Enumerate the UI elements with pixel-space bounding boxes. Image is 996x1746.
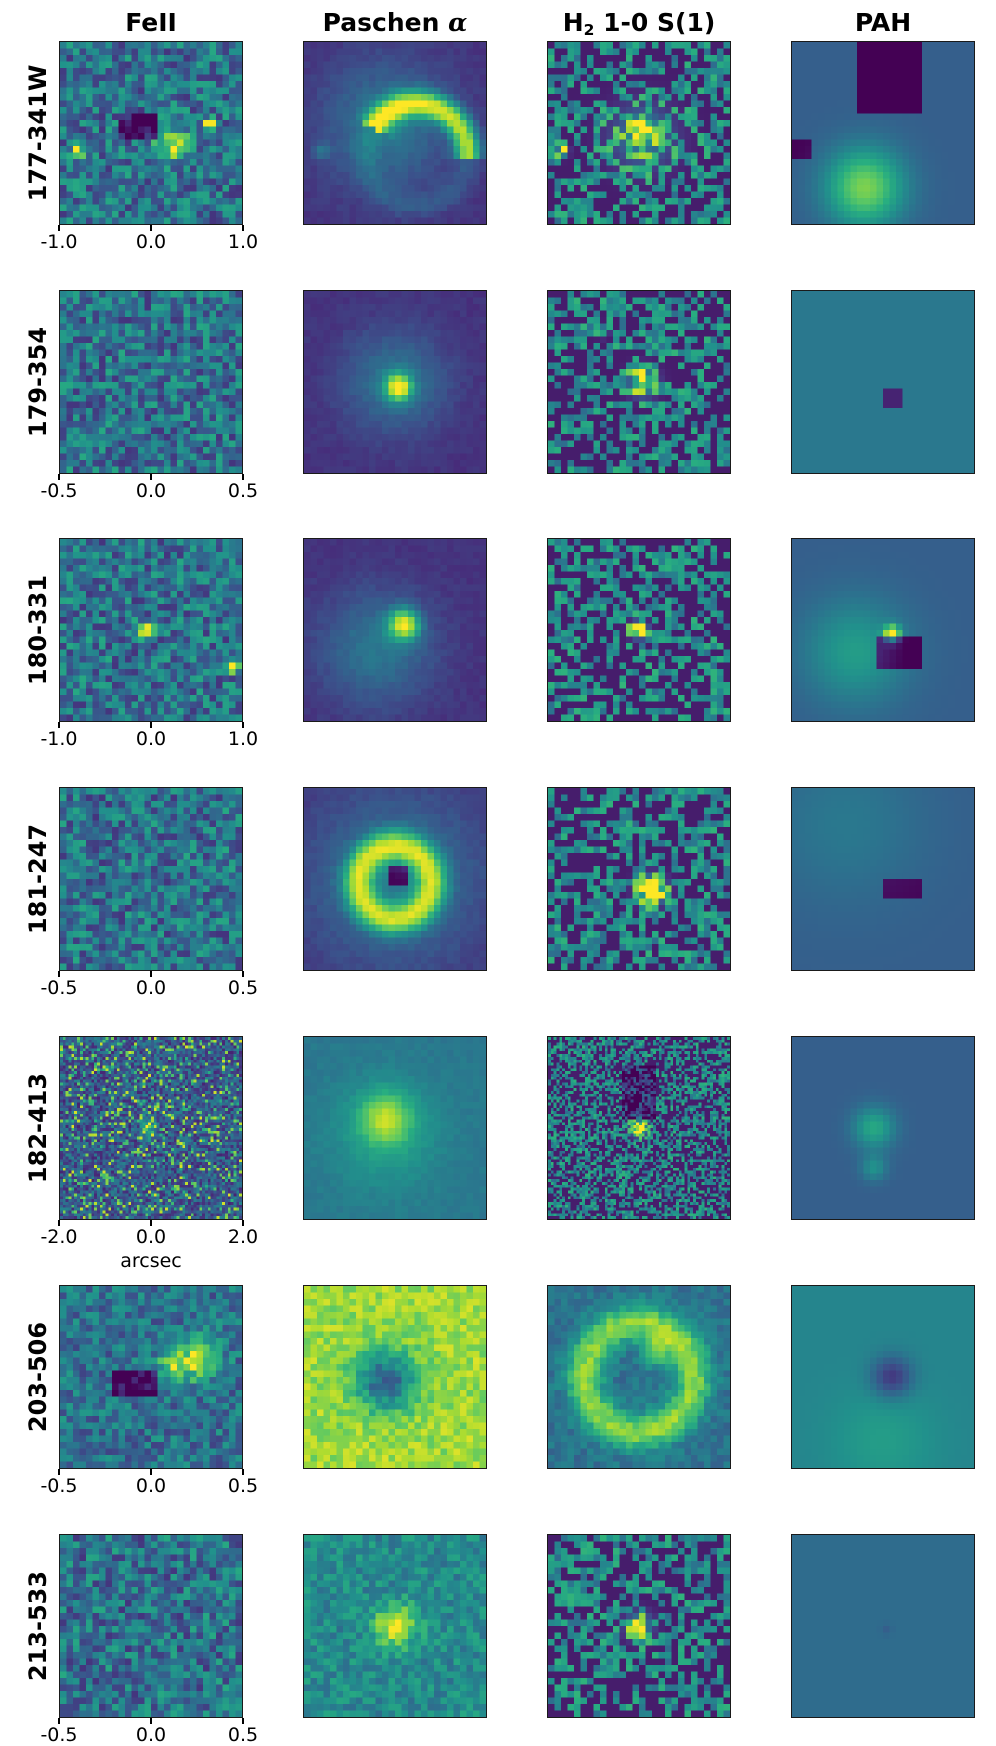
image-panel-180-331-feii — [59, 538, 243, 722]
x-tick-label: -0.5 — [40, 977, 78, 999]
image-panel-182-413-feii — [59, 1036, 243, 1220]
image-panel-181-247-h2 — [547, 787, 731, 971]
x-tick-label: 0.5 — [227, 1724, 259, 1746]
x-tick-label: 0.0 — [135, 231, 167, 253]
x-tick-label: 0.0 — [135, 1475, 167, 1497]
x-tick-mark — [150, 1718, 152, 1724]
image-panel-179-354-pah — [791, 290, 975, 474]
image-panel-181-247-feii — [59, 787, 243, 971]
column-title-h2: H2 1-0 S(1) — [562, 8, 716, 39]
image-panel-203-506-pah — [791, 1285, 975, 1469]
row-label-213-533: 213-533 — [24, 1570, 52, 1682]
image-panel-213-533-feii — [59, 1534, 243, 1718]
x-tick-mark — [150, 722, 152, 728]
column-title-pa: Paschen α — [322, 8, 468, 37]
x-tick-label: -1.0 — [40, 728, 78, 750]
image-panel-182-413-h2 — [547, 1036, 731, 1220]
x-tick-label: 2.0 — [227, 1226, 259, 1248]
image-panel-213-533-pa — [303, 1534, 487, 1718]
image-panel-177-341W-feii — [59, 41, 243, 225]
x-tick-mark — [58, 722, 60, 728]
image-panel-213-533-h2 — [547, 1534, 731, 1718]
x-tick-label: 0.5 — [227, 1475, 259, 1497]
image-panel-177-341W-h2 — [547, 41, 731, 225]
x-tick-mark — [150, 474, 152, 480]
x-tick-label: 0.5 — [227, 480, 259, 502]
x-tick-mark — [242, 225, 244, 231]
x-tick-mark — [242, 1469, 244, 1475]
x-tick-mark — [242, 474, 244, 480]
x-tick-label: 0.0 — [135, 977, 167, 999]
x-tick-label: 0.0 — [135, 728, 167, 750]
image-panel-180-331-pah — [791, 538, 975, 722]
image-panel-180-331-pa — [303, 538, 487, 722]
x-tick-mark — [242, 1718, 244, 1724]
image-panel-177-341W-pa — [303, 41, 487, 225]
x-tick-mark — [150, 1220, 152, 1226]
row-label-179-354: 179-354 — [24, 326, 52, 438]
x-tick-mark — [242, 722, 244, 728]
image-panel-179-354-feii — [59, 290, 243, 474]
row-label-182-413: 182-413 — [24, 1072, 52, 1184]
image-panel-203-506-h2 — [547, 1285, 731, 1469]
x-tick-mark — [58, 1718, 60, 1724]
x-tick-label: 0.0 — [135, 1724, 167, 1746]
x-tick-mark — [58, 474, 60, 480]
x-tick-label: 0.0 — [135, 1226, 167, 1248]
x-tick-mark — [58, 1469, 60, 1475]
image-panel-180-331-h2 — [547, 538, 731, 722]
row-label-180-331: 180-331 — [24, 574, 52, 686]
image-panel-203-506-feii — [59, 1285, 243, 1469]
image-panel-179-354-h2 — [547, 290, 731, 474]
column-title-pah: PAH — [854, 8, 912, 37]
x-tick-label: 0.0 — [135, 480, 167, 502]
image-panel-213-533-pah — [791, 1534, 975, 1718]
image-panel-181-247-pah — [791, 787, 975, 971]
x-tick-mark — [150, 1469, 152, 1475]
x-tick-mark — [58, 225, 60, 231]
image-panel-182-413-pa — [303, 1036, 487, 1220]
x-tick-label: -0.5 — [40, 480, 78, 502]
x-tick-label: 1.0 — [227, 728, 259, 750]
image-panel-182-413-pah — [791, 1036, 975, 1220]
x-tick-mark — [150, 225, 152, 231]
image-panel-177-341W-pah — [791, 41, 975, 225]
x-tick-mark — [58, 1220, 60, 1226]
image-panel-203-506-pa — [303, 1285, 487, 1469]
x-tick-mark — [150, 971, 152, 977]
image-panel-179-354-pa — [303, 290, 487, 474]
x-tick-label: 1.0 — [227, 231, 259, 253]
row-label-177-341W: 177-341W — [24, 64, 52, 202]
x-tick-mark — [242, 971, 244, 977]
x-tick-label: 0.5 — [227, 977, 259, 999]
x-tick-mark — [58, 971, 60, 977]
x-tick-label: -0.5 — [40, 1724, 78, 1746]
x-tick-label: -0.5 — [40, 1475, 78, 1497]
x-axis-label: arcsec — [120, 1250, 182, 1272]
column-title-feii: FeII — [125, 8, 177, 37]
x-tick-label: -2.0 — [40, 1226, 78, 1248]
x-tick-label: -1.0 — [40, 231, 78, 253]
row-label-203-506: 203-506 — [24, 1321, 52, 1433]
image-panel-181-247-pa — [303, 787, 487, 971]
row-label-181-247: 181-247 — [24, 823, 52, 935]
x-tick-mark — [242, 1220, 244, 1226]
